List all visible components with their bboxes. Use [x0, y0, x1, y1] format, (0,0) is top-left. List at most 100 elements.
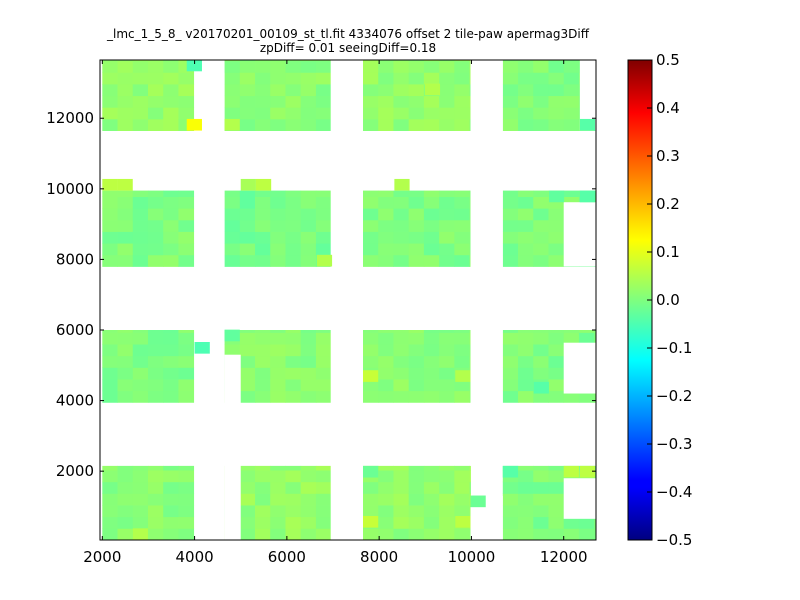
heatmap-cell-d10	[423, 332, 440, 345]
heatmap-cell-d2	[408, 118, 425, 131]
heatmap-cell-d13	[315, 505, 332, 518]
heatmap-cell-d15	[594, 528, 596, 540]
heatmap-cell-d1	[270, 107, 286, 120]
heatmap-cell-d1	[315, 60, 332, 73]
heatmap-cell-extra	[424, 83, 441, 96]
heatmap-cell-d4	[178, 208, 195, 221]
heatmap-cell-d14	[408, 505, 425, 518]
heatmap-cell-d3	[548, 60, 565, 62]
heatmap-cell-d12	[132, 470, 149, 483]
heatmap-cell-d2	[408, 72, 425, 85]
heatmap-cell-d10	[393, 390, 410, 403]
heatmap-cell-d12	[117, 470, 134, 483]
heatmap-cell-d1	[239, 60, 256, 62]
heatmap-cell-d1	[239, 72, 256, 85]
heatmap-cell-d13	[285, 465, 302, 471]
heatmap-cell-d14	[408, 465, 425, 471]
heatmap-cell-d10	[423, 330, 440, 333]
heatmap-cell-d2	[469, 95, 471, 108]
heatmap-cell-d5	[239, 231, 256, 244]
heatmap-cell-d13	[239, 470, 256, 483]
heatmap-cell-d10	[362, 390, 379, 403]
heatmap-cell-d13	[239, 528, 256, 540]
heatmap-cell-d2	[439, 107, 455, 120]
heatmap-cell-d0	[102, 60, 118, 62]
heatmap-cell-d9	[239, 379, 256, 392]
heatmap-cell-d8	[102, 390, 118, 403]
heatmap-cell-d5	[315, 190, 332, 197]
heatmap-cell-d7	[518, 254, 534, 267]
heatmap-cell-d0	[102, 60, 118, 73]
heatmap-cell-d9	[285, 330, 302, 333]
heatmap-cell-d9	[285, 379, 302, 392]
heatmap-cell-d12	[163, 528, 179, 540]
heatmap-cell-d15	[578, 516, 595, 529]
heatmap-cell-d10	[393, 379, 410, 392]
heatmap-cell-d12	[178, 465, 195, 471]
heatmap-cell-d11	[518, 344, 534, 357]
heatmap-cell-d4	[178, 219, 195, 232]
heatmap-cell-d3	[548, 118, 565, 131]
heatmap-cell-d4	[178, 190, 195, 197]
heatmap-cell-d8	[102, 330, 118, 333]
heatmap-cell-d10	[469, 344, 471, 357]
heatmap-cell-d7	[533, 208, 549, 221]
heatmap-cell-d6	[469, 208, 471, 221]
heatmap-cell-d6	[408, 219, 425, 232]
heatmap-cell-d6	[423, 208, 440, 221]
heatmap-cell-d8	[102, 344, 118, 357]
heatmap-cell-extra	[224, 118, 240, 131]
heatmap-cell-d9	[285, 390, 302, 403]
heatmap-cell-d3	[548, 107, 565, 120]
heatmap-cell-d13	[270, 470, 286, 483]
heatmap-cell-d0	[163, 84, 179, 97]
heatmap-cell-d9	[239, 390, 256, 403]
heatmap-cell-d5	[224, 196, 241, 209]
heatmap-cell-d8	[117, 344, 134, 357]
colorbar-tick-label: 0.3	[656, 147, 680, 165]
heatmap-cell-d13	[315, 493, 332, 506]
heatmap-cell-d3	[533, 118, 549, 131]
heatmap-cell-d15	[548, 481, 565, 494]
heatmap-cell-d10	[423, 379, 440, 392]
heatmap-cell-d4	[147, 254, 164, 267]
heatmap-cell-d0	[178, 107, 195, 120]
heatmap-cell-d7	[548, 231, 565, 244]
heatmap-cell-d11	[502, 332, 519, 345]
heatmap-cell-d15	[563, 528, 580, 540]
heatmap-cell-d14	[378, 481, 394, 494]
heatmap-cell-d13	[300, 528, 317, 540]
heatmap-cell-d14	[439, 528, 455, 540]
heatmap-cell-d7	[502, 196, 519, 209]
heatmap-cell-d5	[300, 190, 317, 197]
heatmap-cell-d3	[563, 60, 580, 73]
heatmap-cell-d11	[533, 332, 549, 345]
heatmap-cell-d4	[102, 231, 118, 244]
heatmap-cell-d14	[378, 493, 394, 506]
heatmap-cell-d9	[315, 355, 332, 368]
heatmap-cell-extra	[548, 190, 565, 203]
heatmap-cell-d6	[362, 208, 379, 221]
heatmap-cell-d6	[423, 231, 440, 244]
heatmap-cell-extra	[394, 178, 410, 191]
heatmap-cell-d1	[315, 84, 332, 97]
heatmap-cell-d12	[147, 470, 164, 483]
heatmap-cell-d10	[469, 332, 471, 345]
heatmap-cell-d9	[255, 355, 271, 368]
heatmap-cell-d1	[239, 95, 256, 108]
heatmap-cell-d12	[163, 481, 179, 494]
heatmap-cell-d10	[439, 379, 455, 392]
heatmap-cell-d10	[378, 355, 394, 368]
empty-region	[194, 354, 225, 540]
x-tick-label: 4000	[175, 548, 213, 566]
heatmap-cell-d1	[224, 107, 241, 120]
heatmap-cell-d2	[454, 60, 470, 73]
heatmap-cell-d15	[533, 528, 549, 540]
heatmap-cell-d6	[378, 190, 394, 197]
heatmap-cell-d7	[533, 243, 549, 256]
heatmap-cell-d0	[117, 95, 134, 108]
heatmap-cell-d10	[423, 390, 440, 403]
heatmap-cell-d12	[117, 505, 134, 518]
heatmap-cell-d7	[533, 219, 549, 232]
heatmap-cell-d14	[454, 493, 470, 506]
